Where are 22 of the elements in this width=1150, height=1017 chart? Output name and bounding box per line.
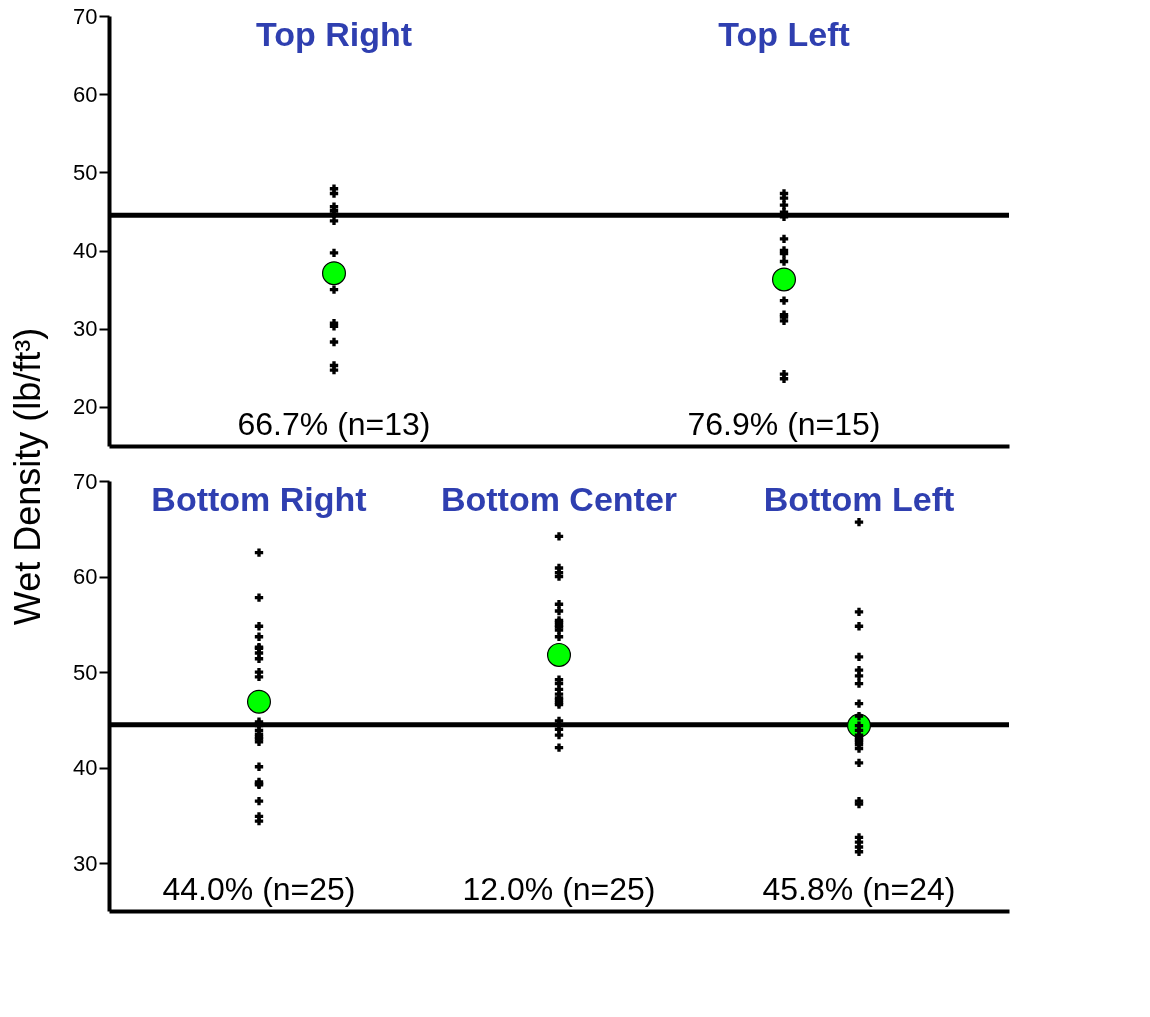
- y-tick-label: 70: [73, 3, 98, 29]
- y-tick-label: 40: [73, 755, 98, 781]
- y-axis-title: Wet Density (lb/ft³): [7, 327, 49, 626]
- y-tick-label: 60: [73, 564, 98, 590]
- annotation: 76.9% (n=15): [687, 406, 881, 442]
- y-tick-label: 50: [73, 659, 98, 685]
- x-tick-label: Bottom Right: [151, 480, 367, 518]
- y-tick-label: 40: [73, 238, 98, 264]
- y-tick-label: 20: [73, 394, 98, 420]
- annotation: 44.0% (n=25): [162, 871, 356, 907]
- y-tick-label: 60: [73, 81, 98, 107]
- annotation: 66.7% (n=13): [237, 406, 431, 442]
- y-tick-label: 30: [73, 316, 98, 342]
- y-tick-label: 50: [73, 159, 98, 185]
- annotation: 45.8% (n=24): [762, 871, 956, 907]
- x-tick-label: Bottom Left: [763, 480, 955, 518]
- x-tick-label: Top Right: [255, 15, 413, 53]
- y-tick-label: 30: [73, 850, 98, 876]
- annotation: 12.0% (n=25): [462, 871, 656, 907]
- x-tick-label: Top Left: [718, 15, 850, 53]
- x-tick-label: Bottom Center: [440, 480, 678, 518]
- y-tick-label: 70: [73, 468, 98, 494]
